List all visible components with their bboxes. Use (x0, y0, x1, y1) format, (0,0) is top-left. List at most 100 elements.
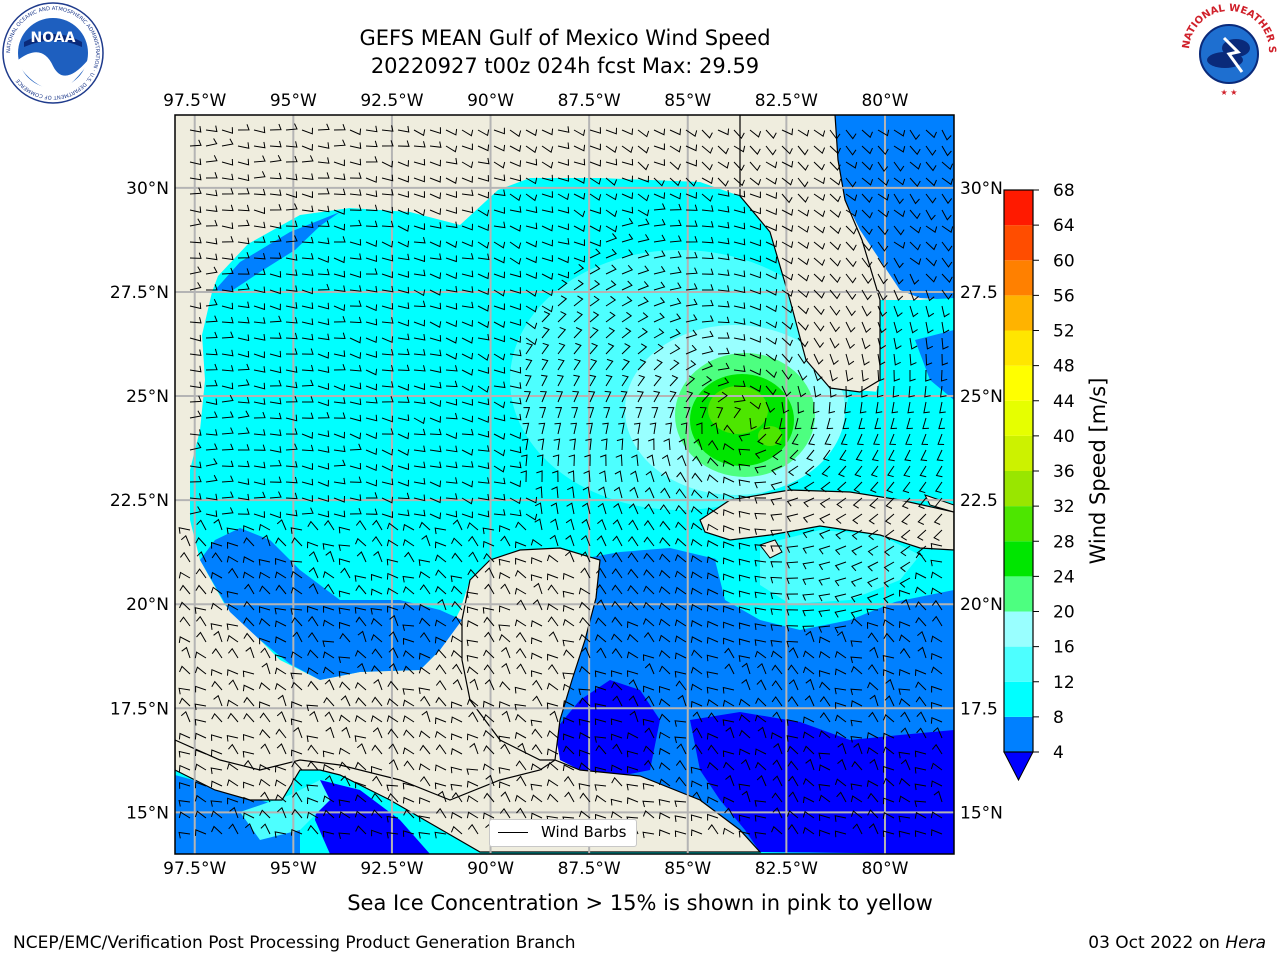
wind-barb (939, 401, 946, 414)
wind-barb (189, 282, 202, 291)
wind-barb (546, 603, 559, 611)
wind-barb (237, 237, 250, 245)
wind-barb (936, 449, 944, 462)
wind-barb (285, 366, 298, 373)
wind-barb (627, 568, 639, 579)
wind-barb (643, 601, 655, 611)
wind-barb (195, 781, 207, 789)
wind-barb (259, 809, 271, 819)
wind-barb (562, 716, 575, 724)
wind-barb (429, 222, 442, 229)
wind-barb (615, 454, 623, 467)
wind-barb (301, 507, 314, 515)
wind-barb (589, 264, 601, 275)
wind-barb (493, 207, 506, 214)
wind-barb (461, 206, 474, 214)
wind-barb (275, 584, 287, 595)
wind-barb (669, 375, 679, 387)
wind-barb (226, 634, 239, 643)
wind-barb (402, 699, 415, 707)
wind-barb (349, 432, 362, 440)
wind-barb (365, 414, 378, 422)
wind-barb (349, 364, 362, 372)
wind-barb (717, 221, 730, 229)
wind-barb (771, 664, 783, 675)
wind-barb (525, 240, 538, 248)
wind-barb (829, 337, 840, 349)
wind-barb (221, 411, 234, 419)
wind-barb (610, 670, 623, 677)
wind-barb (829, 193, 841, 203)
wind-barb (723, 541, 735, 549)
wind-barb (631, 454, 639, 467)
wind-barb (260, 823, 271, 835)
wind-barb (930, 635, 943, 643)
wind-barb (850, 593, 863, 603)
wind-barb (285, 414, 298, 422)
wind-barb (536, 470, 543, 483)
wind-barb (628, 679, 639, 691)
wind-barb (429, 366, 442, 374)
wind-barb (717, 269, 730, 276)
wind-barb (205, 348, 218, 356)
wind-barb (802, 650, 815, 659)
wind-barb (307, 605, 319, 613)
wind-barb (564, 550, 575, 563)
wind-barb (596, 599, 607, 611)
wind-barb (357, 662, 367, 675)
wind-barb (733, 302, 746, 310)
wind-barb (317, 318, 330, 326)
wind-barb (901, 513, 911, 525)
wind-barb (653, 128, 666, 136)
wind-barb (898, 777, 911, 787)
wind-barb (429, 321, 442, 328)
wind-barb (485, 774, 495, 787)
wind-barb (893, 369, 901, 382)
wind-barb (477, 353, 490, 361)
wind-barb (387, 728, 399, 739)
wind-barb (397, 271, 410, 278)
wind-barb (509, 446, 522, 454)
wind-barb (605, 327, 616, 339)
wind-barb (467, 568, 479, 579)
wind-barb (354, 649, 367, 659)
colorbar-label: Wind Speed [m/s] (1086, 378, 1110, 565)
wind-barb (536, 454, 544, 467)
wind-barb (530, 620, 543, 627)
wind-barb (181, 646, 191, 659)
wind-barb (338, 670, 351, 678)
wind-barb (845, 145, 857, 156)
wind-barb (333, 510, 346, 518)
wind-barb (210, 668, 223, 676)
wind-barb (349, 443, 362, 451)
wind-barb (205, 363, 218, 371)
wind-barb (674, 554, 687, 563)
wind-barb (515, 557, 527, 565)
wind-barb (292, 791, 303, 803)
wind-barb (525, 206, 538, 214)
wind-barb (290, 527, 303, 534)
chart-subtitle: 20220927 t00z 024h fcst Max: 29.59 (370, 54, 760, 78)
wind-barb (925, 241, 937, 251)
wind-barb (557, 279, 568, 291)
wind-barb (301, 287, 313, 295)
wind-barb (189, 252, 202, 259)
wind-barb (659, 537, 671, 547)
wind-barb (774, 433, 783, 446)
longitude-tick-label: 90°W (467, 91, 514, 111)
wind-barb (445, 380, 458, 388)
colorbar-tick-label: 20 (1053, 603, 1075, 623)
wind-barb (498, 558, 511, 566)
wind-barb (741, 790, 751, 803)
wind-barb (892, 385, 900, 398)
wind-barb (733, 238, 746, 246)
wind-barb (269, 350, 282, 358)
wind-barb (429, 289, 442, 296)
wind-barb (877, 289, 888, 301)
longitude-tick-label: 97.5°W (163, 859, 226, 879)
wind-barb (386, 832, 399, 839)
wind-barb (525, 321, 538, 330)
wind-barb (493, 144, 506, 152)
wind-barb (515, 713, 527, 723)
wind-barb (466, 591, 479, 599)
